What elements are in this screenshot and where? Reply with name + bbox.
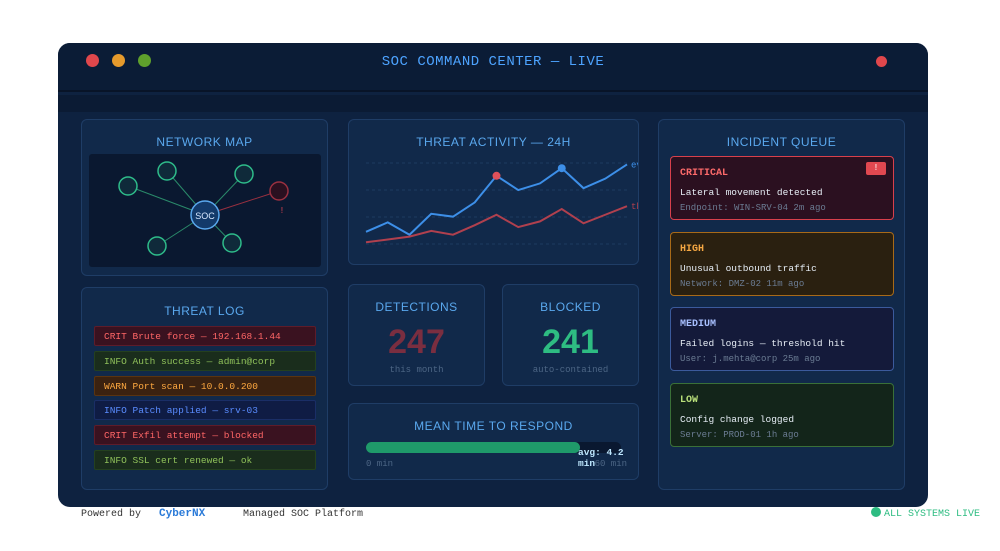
log-entry: INFO SSL cert renewed — ok <box>94 450 316 470</box>
live-indicator <box>876 56 887 67</box>
log-entry: CRIT Exfil attempt — blocked <box>94 425 316 446</box>
brand-link[interactable]: CyberNX <box>159 508 206 520</box>
series-line <box>365 205 628 244</box>
alert-label: ! <box>279 206 284 216</box>
log-entry: INFO Auth success — admin@corp <box>94 350 316 371</box>
summary: Unusual outbound traffic <box>680 262 817 274</box>
panel-title: THREAT ACTIVITY — 24H <box>416 135 571 149</box>
incident-card[interactable]: CRITICAL Lateral movement detected Endpoin… <box>670 156 894 220</box>
min-label: 0 min <box>366 459 394 469</box>
caption: this month <box>389 365 444 375</box>
threat-log-panel: THREAT LOG CRIT Brute force — 192.168.1.… <box>81 287 328 490</box>
blocked-panel: BLOCKED 241 auto-contained <box>502 284 639 386</box>
log-entry: WARN Port scan — 10.0.0.200 <box>94 375 316 396</box>
blocked-value: 241 <box>542 323 599 361</box>
panel-title: THREAT LOG <box>164 304 245 318</box>
network-map: SOC ! <box>89 154 321 267</box>
status-dot <box>871 507 881 517</box>
detail: Server: PROD-01 1h ago <box>680 429 799 440</box>
incident-card[interactable]: LOW Config change logged Server: PROD-01 1… <box>670 382 894 447</box>
hub-label: SOC <box>195 211 215 221</box>
detail: User: j.mehta@corp 25m ago <box>680 354 821 364</box>
maximize-button[interactable] <box>138 54 151 67</box>
tagline: Managed SOC Platform <box>243 509 364 520</box>
detections-value: 247 <box>388 323 445 361</box>
summary: Lateral movement detected <box>680 187 823 198</box>
summary: Failed logins — threshold hit <box>680 338 846 349</box>
panel-title: INCIDENT QUEUE <box>726 135 837 149</box>
summary: Config change logged <box>680 413 795 425</box>
incident-queue-panel: INCIDENT QUEUE CRITICAL Lateral movement … <box>658 119 905 490</box>
log-entry: CRIT Brute force — 192.168.1.44 <box>94 326 316 346</box>
panel-title: BLOCKED <box>540 300 601 314</box>
window: SOC COMMAND CENTER — LIVE NETWORK MAP SO… <box>58 43 928 507</box>
close-button[interactable] <box>86 54 99 67</box>
severity: LOW <box>680 394 699 406</box>
window-title: SOC COMMAND CENTER — LIVE <box>381 54 605 70</box>
mttr-panel: MEAN TIME TO RESPOND avg: 4.2 min 0 min … <box>348 403 639 480</box>
threat-activity-panel: THREAT ACTIVITY — 24H events threats <box>348 119 639 265</box>
severity: HIGH <box>680 243 705 255</box>
incident-card[interactable]: HIGH Unusual outbound traffic Network: DMZ… <box>670 231 894 296</box>
toolbar <box>58 95 928 112</box>
detections-panel: DETECTIONS 247 this month <box>348 284 485 386</box>
detail: Network: DMZ-02 11m ago <box>680 278 805 289</box>
detail: Endpoint: WIN-SRV-04 2m ago <box>680 203 826 213</box>
series-label: threats <box>631 202 639 212</box>
series-label: events <box>631 160 639 170</box>
progress-fill <box>366 442 580 453</box>
log-entry: INFO Patch applied — srv-03 <box>94 400 316 421</box>
status-label: ALL SYSTEMS LIVE <box>884 509 981 520</box>
severity: MEDIUM <box>680 319 717 330</box>
incident-card[interactable]: MEDIUM Failed logins — threshold hit User:… <box>670 307 894 371</box>
chart-guides <box>366 162 629 245</box>
minimize-button[interactable] <box>112 54 125 67</box>
max-label: 60 min <box>594 459 627 469</box>
title-bar: SOC COMMAND CENTER — LIVE <box>58 43 928 92</box>
marker <box>557 164 566 173</box>
nodes <box>118 161 289 256</box>
severity: CRITICAL <box>680 168 729 179</box>
badge: ! <box>866 162 886 175</box>
caption: auto-contained <box>532 365 609 375</box>
powered-by: Powered by <box>81 509 142 520</box>
network-map-panel: NETWORK MAP SOC ! <box>81 119 328 276</box>
panel-title: NETWORK MAP <box>156 135 253 149</box>
highlight-marker <box>492 171 501 180</box>
threat-chart: events threats <box>365 160 639 245</box>
panel-title: MEAN TIME TO RESPOND <box>414 419 573 433</box>
panel-title: DETECTIONS <box>375 300 458 314</box>
avg-label: avg: 4.2 min <box>578 447 624 469</box>
